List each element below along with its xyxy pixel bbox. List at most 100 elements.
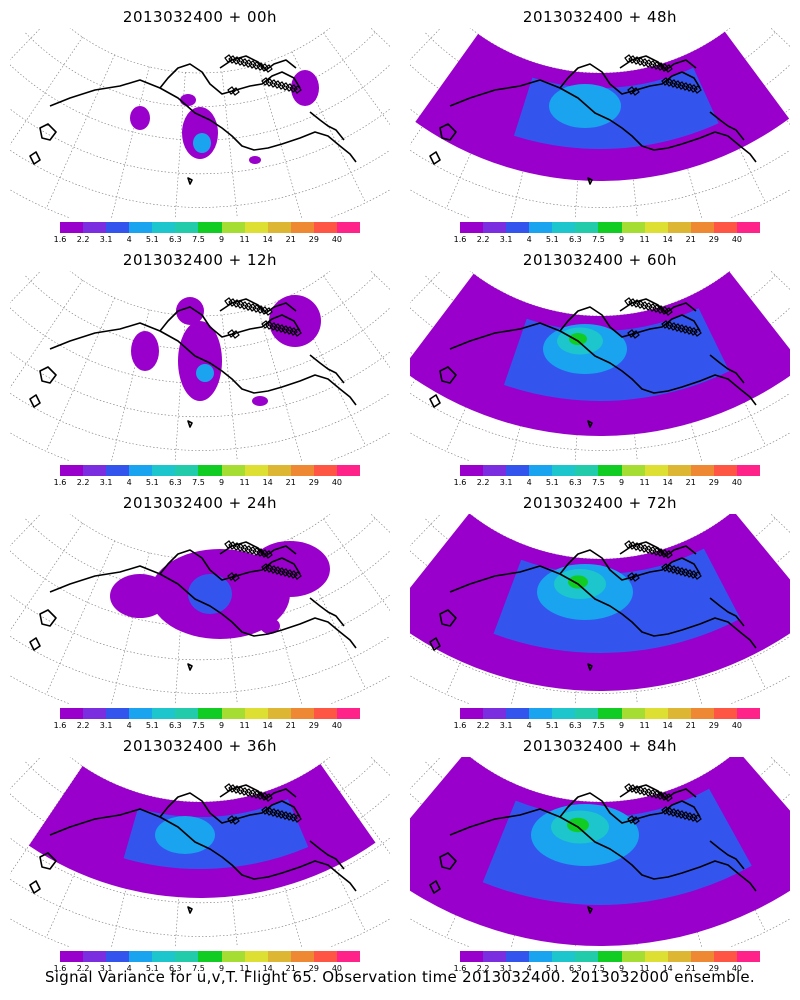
- variance-blob: [155, 816, 215, 854]
- coastline: [39, 366, 57, 384]
- colorbar-swatch: [152, 951, 176, 962]
- island-outline: [648, 303, 657, 312]
- island-outline: [228, 541, 237, 550]
- colorbar-tick-label: 11: [639, 235, 650, 244]
- colorbar-tick-label: 29: [708, 721, 719, 730]
- colorbar-swatch: [60, 951, 84, 962]
- colorbar-tick-label: 5.1: [545, 964, 559, 973]
- coastline: [187, 420, 193, 428]
- colorbar-tick-label: 2.2: [476, 721, 490, 730]
- colorbar-tick-label: 5.1: [145, 478, 159, 487]
- colorbar-swatch: [336, 951, 361, 962]
- variance-map: [410, 271, 790, 461]
- island-outline: [289, 327, 298, 336]
- colorbar-swatch: [336, 465, 361, 476]
- island-outline: [644, 59, 653, 68]
- island-outline: [236, 543, 245, 552]
- island-outline: [689, 813, 698, 822]
- colorbar-swatch: [313, 465, 337, 476]
- variance-blob: [176, 297, 204, 325]
- coastline: [439, 366, 457, 384]
- island-outline: [636, 300, 645, 309]
- colorbar: [460, 951, 761, 962]
- colorbar-swatch: [713, 951, 737, 962]
- coastline: [29, 394, 41, 408]
- island-outline: [224, 540, 233, 549]
- island-outline: [289, 813, 298, 822]
- map-panel: 2013032400 + 48h 1.6 2.2 3.1 4 5.1 6.3 7.5 9 11 14…: [400, 0, 800, 245]
- colorbar-tick-label: 1.6: [453, 235, 467, 244]
- colorbar-tick-label: 3.1: [499, 721, 513, 730]
- meridian-gridline: [111, 795, 150, 947]
- island-outline: [627, 815, 636, 824]
- island-outline: [236, 786, 245, 795]
- island-outline: [281, 325, 290, 334]
- colorbar-tick-label: 4: [126, 478, 132, 487]
- meridian-gridline: [370, 271, 390, 290]
- colorbar-tick-label: 1.6: [453, 721, 467, 730]
- colorbar-labels: 1.6 2.2 3.1 4 5.1 6.3 7.5 9 11 14 21 29 40: [54, 721, 360, 731]
- island-outline: [265, 807, 274, 816]
- colorbar-swatch: [667, 708, 691, 719]
- island-outline: [652, 61, 661, 70]
- island-outline: [264, 793, 273, 802]
- island-outline: [656, 62, 665, 71]
- colorbar-tick-label: 1.6: [453, 964, 467, 973]
- coastline: [29, 637, 41, 651]
- colorbar-swatch: [267, 708, 291, 719]
- colorbar-tick-label: 40: [331, 478, 343, 487]
- colorbar-tick-label: 1.6: [453, 478, 467, 487]
- coastline: [39, 609, 57, 627]
- colorbar: [460, 222, 761, 233]
- island-outline: [673, 566, 682, 575]
- variance-map: [10, 271, 390, 461]
- island-outline: [627, 329, 636, 338]
- colorbar-swatch: [483, 951, 507, 962]
- colorbar-swatch: [644, 951, 668, 962]
- island-outline: [693, 328, 702, 337]
- island-outline: [632, 785, 641, 794]
- island-outline: [677, 810, 686, 819]
- island-outline: [224, 297, 233, 306]
- latitude-gridline: [24, 275, 376, 350]
- latitude-gridline: [10, 594, 390, 661]
- colorbar-tick-label: 4: [126, 721, 132, 730]
- colorbar-tick-label: 29: [308, 721, 319, 730]
- colorbar-tick-label: 6.3: [569, 964, 582, 973]
- island-outline: [673, 809, 682, 818]
- island-outline: [248, 60, 257, 69]
- colorbar-swatch: [621, 222, 645, 233]
- colorbar-swatch: [175, 708, 199, 719]
- colorbar-tick-label: 5.1: [545, 235, 559, 244]
- island-outline: [256, 62, 265, 71]
- island-outline: [248, 303, 257, 312]
- colorbar-swatch: [506, 708, 530, 719]
- colorbar-tick-label: 40: [331, 235, 343, 244]
- colorbar-tick-label: 7.5: [592, 235, 605, 244]
- island-outline: [277, 810, 286, 819]
- colorbar-tick-label: 21: [685, 721, 696, 730]
- colorbar-swatch: [60, 465, 84, 476]
- colorbar-swatch: [152, 708, 176, 719]
- colorbar-labels: 1.6 2.2 3.1 4 5.1 6.3 7.5 9 11 14 21 29 40: [54, 235, 360, 245]
- island-outline: [293, 85, 302, 94]
- colorbar-swatch: [460, 222, 484, 233]
- coastline: [187, 177, 193, 185]
- island-outline: [664, 64, 673, 73]
- colorbar-tick-label: 29: [308, 964, 319, 973]
- island-outline: [293, 814, 302, 823]
- map-panel: 2013032400 + 36h 1.6 2.2 3.1 4 5.1 6.3 7.5 9 11 14…: [0, 729, 400, 974]
- meridian-gridline: [511, 552, 550, 704]
- colorbar-tick-label: 7.5: [192, 478, 205, 487]
- island-outline: [236, 300, 245, 309]
- island-outline: [632, 56, 641, 65]
- island-outline: [227, 815, 236, 824]
- latitude-gridline: [24, 518, 376, 593]
- island-outline: [261, 77, 270, 86]
- colorbar-tick-label: 21: [685, 478, 696, 487]
- colorbar-tick-label: 29: [308, 478, 319, 487]
- island-outline: [665, 321, 674, 330]
- colorbar-tick-label: 9: [218, 235, 225, 244]
- colorbar-swatch: [575, 951, 599, 962]
- island-outline: [252, 61, 261, 70]
